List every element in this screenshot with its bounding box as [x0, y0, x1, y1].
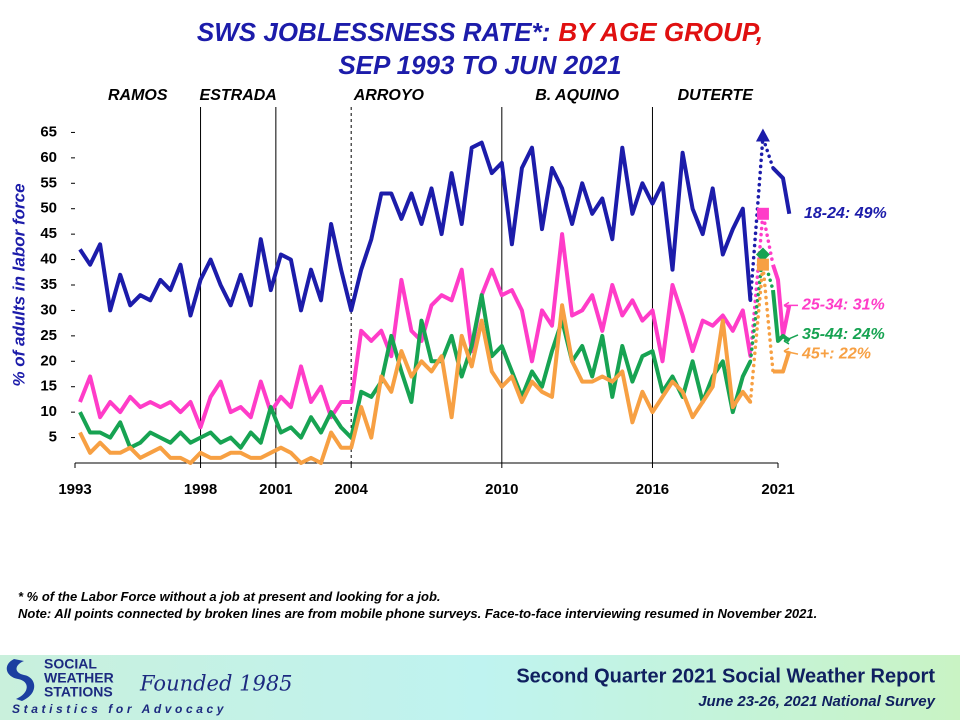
report-title: Second Quarter 2021 Social Weather Repor…	[516, 665, 935, 687]
series-label: 25-34: 31%	[801, 297, 885, 314]
series-line	[771, 289, 791, 343]
president-label: B. AQUINO	[535, 87, 619, 104]
y-tick-label: 5	[49, 429, 57, 446]
x-tick-label: 2010	[485, 481, 518, 498]
series-line	[771, 166, 792, 215]
x-tick-label: 2021	[761, 481, 794, 498]
survey-date: June 23-26, 2021 National Survey	[698, 693, 935, 710]
footnote: * % of the Labor Force without a job at …	[18, 589, 441, 604]
logo-text: WEATHER	[44, 670, 114, 686]
x-tick-label: 2016	[636, 481, 669, 498]
founded: Founded 1985	[139, 672, 293, 696]
y-tick-label: 40	[40, 251, 57, 268]
y-axis-label: % of adults in labor force	[9, 183, 28, 386]
president-label: ARROYO	[353, 87, 425, 104]
marker	[755, 128, 770, 142]
mobile-line	[748, 262, 775, 404]
chart-subtitle: SEP 1993 TO JUN 2021	[338, 50, 621, 80]
series-line	[78, 293, 753, 450]
title-highlight: BY AGE GROUP,	[558, 17, 763, 47]
y-tick-label: 45	[40, 225, 57, 242]
marker	[756, 258, 769, 271]
y-tick-label: 20	[40, 352, 57, 369]
logo-text: STATIONS	[44, 684, 113, 700]
series-label: 18-24: 49%	[804, 205, 887, 222]
label-arrow	[783, 301, 798, 309]
chart: SWS JOBLESSNESS RATE*: BY AGE GROUP, SEP …	[9, 17, 887, 498]
x-tick-label: 2001	[259, 481, 292, 498]
label-arrow	[783, 347, 799, 355]
label-arrow	[783, 334, 799, 345]
series-line	[78, 303, 753, 465]
y-tick-label: 55	[40, 174, 57, 191]
president-label: DUTERTE	[678, 87, 755, 104]
series-label: 35-44: 24%	[802, 326, 885, 343]
note: Note: All points connected by broken lin…	[18, 606, 818, 621]
series-label: 45+: 22%	[801, 345, 871, 362]
series-line	[773, 350, 792, 374]
y-tick-label: 15	[40, 378, 57, 395]
y-tick-label: 65	[40, 123, 57, 140]
footer: SOCIAL WEATHER STATIONS Founded 1985 Sta…	[0, 655, 960, 720]
x-tick-label: 1998	[184, 481, 217, 498]
president-label: ESTRADA	[200, 87, 277, 104]
series-line	[78, 232, 753, 430]
president-label: RAMOS	[108, 87, 168, 104]
y-tick-label: 30	[40, 301, 57, 318]
marker	[756, 207, 769, 220]
x-tick-label: 2004	[334, 481, 368, 498]
tagline: Statistics for Advocacy	[12, 702, 227, 716]
series-line	[78, 140, 753, 318]
logo-text: SOCIAL	[44, 656, 97, 672]
series-line	[771, 264, 792, 338]
notes: * % of the Labor Force without a job at …	[18, 588, 944, 622]
y-tick-label: 25	[40, 327, 57, 344]
mobile-line	[748, 212, 775, 358]
title-main: SWS JOBLESSNESS RATE*:	[197, 17, 550, 47]
y-tick-label: 10	[40, 403, 57, 420]
marker	[755, 247, 770, 262]
x-tick-label: 1993	[58, 481, 91, 498]
chart-title: SWS JOBLESSNESS RATE*: BY AGE GROUP,	[197, 17, 763, 47]
y-tick-label: 35	[40, 276, 57, 293]
mobile-line	[748, 252, 775, 364]
y-tick-label: 60	[40, 149, 57, 166]
footer-graphic: SOCIAL WEATHER STATIONS Founded 1985 Sta…	[6, 656, 936, 716]
y-tick-label: 50	[40, 200, 57, 217]
logo-mark	[6, 659, 35, 701]
